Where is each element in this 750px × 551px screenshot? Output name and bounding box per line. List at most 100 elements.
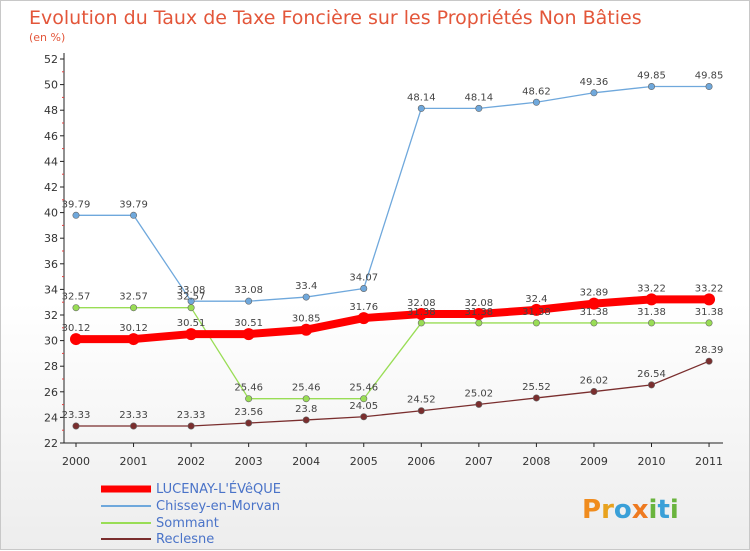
data-point: [475, 319, 483, 327]
data-label: 32.57: [119, 292, 148, 303]
data-point: [647, 319, 655, 327]
x-tick-label: 2000: [62, 455, 90, 468]
legend-label: Chissey-en-Morvan: [156, 499, 280, 514]
data-point: [417, 104, 425, 112]
data-point: [705, 357, 713, 365]
data-point: [185, 328, 198, 341]
axes: 22 24 26 28 30 32 34 36 38 40 42 44 46 48 50 52 2000 2001…: [44, 53, 723, 468]
logo-text: Proxiti: [582, 495, 679, 525]
y-tick-label: 46: [44, 130, 58, 143]
data-point: [187, 297, 195, 305]
y-tick-label: 36: [44, 258, 58, 271]
legend-label: Sommant: [156, 516, 219, 531]
x-tick-label: 2010: [638, 455, 666, 468]
data-point: [245, 419, 253, 427]
x-tick-label: 2005: [350, 455, 378, 468]
data-label: 39.79: [119, 199, 148, 210]
y-tick-label: 48: [44, 104, 58, 117]
y-tick-label: 28: [44, 360, 58, 373]
data-point: [357, 312, 370, 325]
data-point: [360, 285, 368, 293]
x-tick-label: 2007: [465, 455, 493, 468]
data-point: [130, 422, 138, 430]
data-point: [300, 323, 313, 336]
data-label: 30.51: [234, 318, 263, 329]
data-point: [187, 304, 195, 312]
data-label: 25.52: [522, 382, 551, 393]
data-label: 31.38: [580, 307, 609, 318]
data-point: [472, 307, 485, 320]
data-point: [590, 319, 598, 327]
data-label: 31.38: [695, 307, 724, 318]
data-label: 30.51: [177, 318, 206, 329]
data-label: 26.54: [637, 369, 666, 380]
data-label: 32.89: [580, 288, 609, 299]
x-tick-label: 2009: [580, 455, 608, 468]
data-point: [532, 98, 540, 106]
data-label: 30.12: [119, 323, 148, 334]
series-line-1: [75, 85, 710, 302]
y-tick-label: 50: [44, 79, 58, 92]
chart-subtitle: (en %): [29, 31, 65, 44]
data-label: 32.08: [407, 298, 436, 309]
series-layer: [70, 83, 716, 430]
data-label: 23.8: [295, 404, 317, 415]
data-label: 33.4: [295, 281, 317, 292]
data-label: 28.39: [695, 345, 724, 356]
y-tick-label: 26: [44, 386, 58, 399]
data-label: 31.76: [349, 302, 378, 313]
data-label: 30.85: [292, 314, 321, 325]
data-point: [360, 395, 368, 403]
data-point: [587, 297, 600, 310]
data-point: [245, 395, 253, 403]
y-tick-label: 32: [44, 309, 58, 322]
data-label: 48.62: [522, 86, 551, 97]
data-point: [72, 211, 80, 219]
data-point: [647, 381, 655, 389]
data-label: 23.33: [62, 410, 91, 421]
y-tick-label: 42: [44, 181, 58, 194]
data-point: [130, 304, 138, 312]
series-line-2: [75, 307, 710, 400]
proxiti-logo: Proxiti: [582, 495, 679, 525]
data-label: 25.46: [292, 383, 321, 394]
x-tick-label: 2008: [522, 455, 550, 468]
legend-label: LUCENAY-L'ÉVêQUE: [156, 481, 281, 497]
data-label: 33.08: [234, 285, 263, 296]
x-tick-label: 2006: [407, 455, 435, 468]
data-point: [70, 333, 82, 346]
data-label: 49.85: [695, 71, 724, 82]
data-label: 23.33: [177, 410, 206, 421]
series-line-0: [72, 295, 714, 344]
x-tick-label: 2004: [292, 455, 320, 468]
data-point: [705, 319, 713, 327]
data-label: 32.57: [62, 292, 91, 303]
data-point: [72, 422, 80, 430]
data-point: [415, 307, 428, 320]
data-point: [417, 319, 425, 327]
data-label: 32.4: [525, 294, 547, 305]
y-tick-label: 52: [44, 53, 58, 66]
data-point: [245, 297, 253, 305]
data-label: 23.33: [119, 410, 148, 421]
data-point: [703, 293, 716, 306]
data-point: [532, 394, 540, 402]
x-tick-label: 2001: [120, 455, 148, 468]
y-tick-label: 24: [44, 411, 58, 424]
data-point: [242, 328, 255, 341]
data-point: [647, 83, 655, 91]
data-point: [302, 416, 310, 424]
y-tick-label: 30: [44, 335, 58, 348]
data-label: 48.14: [407, 92, 436, 103]
data-label: 33.08: [177, 285, 206, 296]
y-tick-label: 34: [44, 283, 58, 296]
data-label: 25.46: [349, 383, 378, 394]
data-point: [130, 211, 138, 219]
data-point: [127, 333, 140, 346]
data-label: 26.02: [580, 376, 609, 387]
data-point: [590, 89, 598, 97]
series-line-3: [75, 360, 710, 427]
data-label: 33.22: [695, 283, 724, 294]
data-point: [645, 293, 658, 306]
